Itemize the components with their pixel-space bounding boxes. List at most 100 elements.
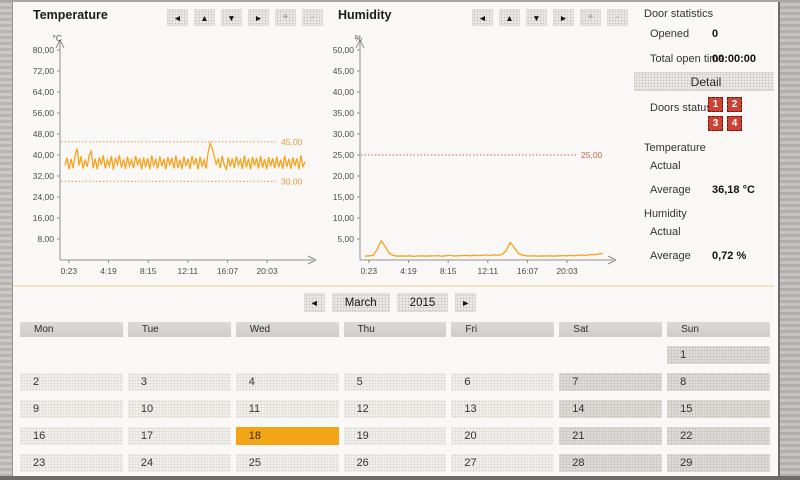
svg-text:24,00: 24,00 [33,192,55,202]
calendar-empty-cell [344,346,447,364]
pan-right-button[interactable]: ► [248,9,269,26]
pan-down-button[interactable]: ▼ [526,9,547,26]
svg-text:16:07: 16:07 [217,266,239,276]
zoom-out-button[interactable]: - [302,9,323,26]
next-month-button[interactable]: ► [455,293,477,312]
humidity-actual-label: Actual [650,226,681,238]
window-bottom-edge [0,476,800,480]
calendar-day-7[interactable]: 7 [559,373,663,391]
calendar-empty-cell [451,346,554,364]
svg-text:40,00: 40,00 [333,87,355,97]
zoom-in-button[interactable]: + [580,9,601,26]
calendar-day-22[interactable]: 22 [667,427,770,445]
calendar-day-17[interactable]: 17 [127,427,231,445]
temperature-actual-label: Actual [650,160,681,172]
calendar-day-9[interactable]: 9 [20,400,123,418]
temperature-section-title: Temperature [644,142,706,154]
door-status-4-button[interactable]: 4 [727,116,742,131]
pan-down-button[interactable]: ▼ [221,9,242,26]
svg-text:48,00: 48,00 [33,129,55,139]
day-header-thu: Thu [343,322,447,337]
pan-left-button[interactable]: ◄ [167,9,188,26]
calendar-day-2[interactable]: 2 [20,373,123,391]
svg-text:4:19: 4:19 [100,266,117,276]
calendar-day-23[interactable]: 23 [20,454,123,472]
calendar-day-4[interactable]: 4 [235,373,339,391]
svg-text:50,00: 50,00 [333,45,355,55]
svg-text:40,00: 40,00 [33,150,55,160]
calendar-day-18[interactable]: 18 [235,427,339,445]
day-header-fri: Fri [451,322,555,337]
month-button[interactable]: March [331,293,390,312]
day-header-wed: Wed [235,322,339,337]
calendar-day-14[interactable]: 14 [559,400,663,418]
opened-value: 0 [712,28,719,40]
humidity-chart-title: Humidity [338,8,392,22]
svg-text:30,00: 30,00 [333,129,355,139]
calendar-day-26[interactable]: 26 [343,454,447,472]
calendar-day-28[interactable]: 28 [559,454,663,472]
calendar-day-11[interactable]: 11 [235,400,339,418]
svg-text:32,00: 32,00 [33,171,55,181]
window-top-edge [0,0,800,2]
calendar-day-19[interactable]: 19 [343,427,447,445]
pan-right-button[interactable]: ► [553,9,574,26]
svg-text:30,00: 30,00 [281,176,303,186]
humidity-panel: Humidity ◄ ▲ ▼ ► + - % 50,00 45,00 40,00 35,00 30,… [320,4,632,286]
day-header-mon: Mon [20,322,123,337]
calendar-empty-cell [236,346,339,364]
svg-text:35,00: 35,00 [333,108,355,118]
door-status-1-button[interactable]: 1 [708,97,723,112]
calendar-day-13[interactable]: 13 [451,400,555,418]
svg-text:5,00: 5,00 [337,234,354,244]
calendar-day-29[interactable]: 29 [667,454,770,472]
svg-text:80,00: 80,00 [33,45,55,55]
svg-text:20:03: 20:03 [256,266,278,276]
zoom-out-button[interactable]: - [607,9,628,26]
door-status-3-button[interactable]: 3 [708,116,723,131]
pan-up-button[interactable]: ▲ [499,9,520,26]
prev-month-button[interactable]: ◄ [303,293,325,312]
svg-text:20:03: 20:03 [556,266,578,276]
calendar-nav: ◄ March 2015 ► [0,293,780,312]
svg-text:12:11: 12:11 [177,266,198,276]
year-button[interactable]: 2015 [396,293,449,312]
humidity-chart: % 50,00 45,00 40,00 35,00 30,00 25,00 20,00 15,0… [333,33,617,276]
pan-up-button[interactable]: ▲ [194,9,215,26]
calendar-day-24[interactable]: 24 [127,454,231,472]
calendar-day-6[interactable]: 6 [451,373,555,391]
pan-left-button[interactable]: ◄ [472,9,493,26]
doors-status-label: Doors status [650,102,712,114]
detail-button[interactable]: Detail [634,72,778,91]
calendar-day-1[interactable]: 1 [667,346,770,364]
calendar-day-25[interactable]: 25 [235,454,339,472]
humidity-chart-toolbar: ◄ ▲ ▼ ► + - [472,9,628,26]
temperature-panel: Temperature ◄ ▲ ▼ ► + - °C 80,00 72,00 64,00 56,0… [15,4,327,286]
calendar-day-5[interactable]: 5 [343,373,447,391]
calendar-day-10[interactable]: 10 [127,400,231,418]
zoom-in-button[interactable]: + [275,9,296,26]
calendar-day-27[interactable]: 27 [451,454,555,472]
calendar-grid: 1 2 3 4 5 6 7 8 9 10 11 12 13 14 15 16 17 18 19 20 21 22 23 24 2… [20,346,770,472]
svg-text:%: % [354,33,362,43]
svg-text:25,00: 25,00 [333,150,355,160]
calendar-day-15[interactable]: 15 [667,400,770,418]
temperature-chart-title: Temperature [33,8,108,22]
section-divider [13,285,774,287]
calendar-empty-cell [20,346,123,364]
svg-text:16:07: 16:07 [517,266,539,276]
calendar-day-3[interactable]: 3 [127,373,231,391]
calendar-day-20[interactable]: 20 [451,427,555,445]
calendar-day-16[interactable]: 16 [20,427,123,445]
calendar-day-8[interactable]: 8 [667,373,770,391]
door-statistics-title: Door statistics [644,8,714,20]
svg-text:8:15: 8:15 [440,266,457,276]
svg-text:16,00: 16,00 [33,213,55,223]
day-header-tue: Tue [127,322,231,337]
door-status-2-button[interactable]: 2 [727,97,742,112]
calendar-day-21[interactable]: 21 [559,427,663,445]
calendar-day-12[interactable]: 12 [343,400,447,418]
window-left-edge [0,0,13,480]
svg-text:°C: °C [52,33,62,43]
